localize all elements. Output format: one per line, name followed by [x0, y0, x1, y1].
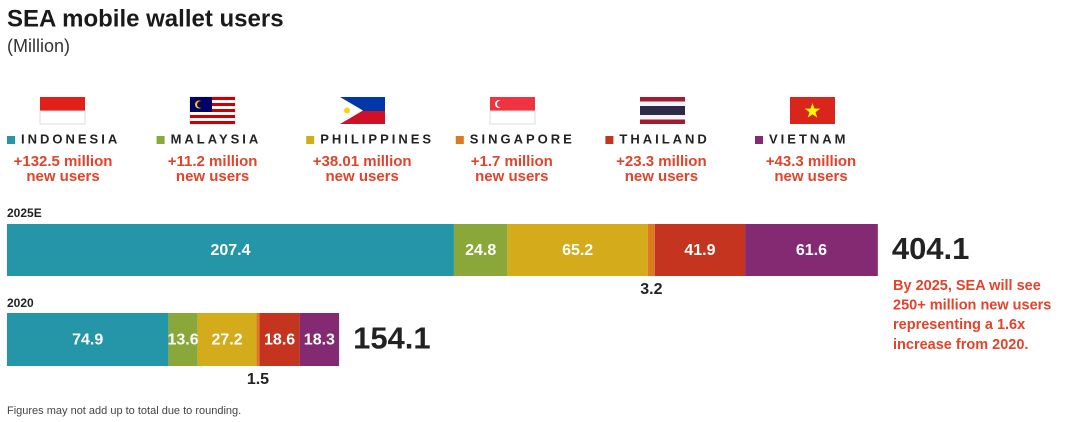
legend-note: +43.3 million — [766, 153, 856, 170]
category-label: 2025E — [7, 206, 42, 220]
flag — [340, 97, 385, 124]
bar-segment — [654, 224, 746, 276]
legend-note: +38.01 million — [313, 153, 412, 170]
annotation: 250+ million new users — [893, 298, 1051, 314]
legend-label: MALAYSIA — [171, 131, 262, 146]
bar-segment — [647, 224, 655, 276]
bar-segment — [168, 313, 198, 366]
bar-segment — [507, 224, 648, 276]
flag — [39, 97, 86, 125]
legend-label: SINGAPORE — [470, 131, 575, 146]
footnote: Figures may not add up to total due to r… — [7, 405, 241, 417]
bar-segment — [7, 224, 454, 276]
legend-label: INDONESIA — [21, 131, 120, 146]
annotation: By 2025, SEA will see — [893, 278, 1041, 294]
bar-segment — [299, 313, 340, 366]
legend-swatch — [306, 136, 315, 144]
legend-note: new users — [475, 168, 548, 185]
legend-note: new users — [176, 168, 249, 185]
legend-note: new users — [625, 168, 698, 185]
annotation: representing a 1.6x — [893, 317, 1025, 333]
legend-note: +11.2 million — [168, 153, 258, 170]
chart-title: SEA mobile wallet users — [7, 5, 284, 32]
legend-note: new users — [774, 168, 847, 185]
annotation: increase from 2020. — [893, 337, 1028, 353]
value-label: 61.6 — [796, 242, 827, 259]
total-label: 154.1 — [353, 321, 431, 356]
bar-segment — [197, 313, 257, 366]
value-label: 27.2 — [211, 332, 242, 349]
value-label: 207.4 — [210, 242, 250, 259]
legend-swatch — [7, 136, 15, 144]
value-label: 3.2 — [640, 281, 662, 298]
value-label: 65.2 — [562, 242, 593, 259]
legend-swatch — [755, 136, 763, 144]
value-label: 18.6 — [264, 332, 295, 349]
legend-swatch — [156, 136, 165, 144]
flag — [640, 97, 685, 124]
legend-note: +1.7 million — [471, 153, 553, 170]
legend-note: new users — [26, 168, 99, 185]
flag — [189, 96, 236, 125]
value-label: 41.9 — [684, 242, 715, 259]
legend-label: PHILIPPINES — [320, 131, 434, 146]
legend-note: new users — [326, 168, 399, 185]
legend-swatch — [455, 136, 464, 144]
category-label: 2020 — [7, 296, 34, 310]
legend-label: THAILAND — [619, 131, 709, 146]
value-label: 24.8 — [465, 242, 496, 259]
bar-segment — [7, 313, 169, 366]
value-label: 13.6 — [167, 332, 198, 349]
flag — [790, 97, 835, 124]
value-label: 74.9 — [72, 332, 103, 349]
bar-segment — [453, 224, 508, 276]
value-label: 18.3 — [304, 332, 335, 349]
value-label: 1.5 — [247, 371, 269, 388]
bar-segment — [745, 224, 878, 276]
legend-swatch — [605, 136, 614, 144]
legend-note: +132.5 million — [14, 153, 113, 170]
legend-note: +23.3 million — [616, 153, 706, 170]
legend-label: VIETNAM — [769, 131, 849, 146]
chart-subtitle: (Million) — [7, 36, 70, 56]
flag — [489, 97, 536, 125]
bar-segment — [256, 313, 260, 366]
bar-segment — [259, 313, 300, 366]
total-label: 404.1 — [892, 231, 970, 266]
